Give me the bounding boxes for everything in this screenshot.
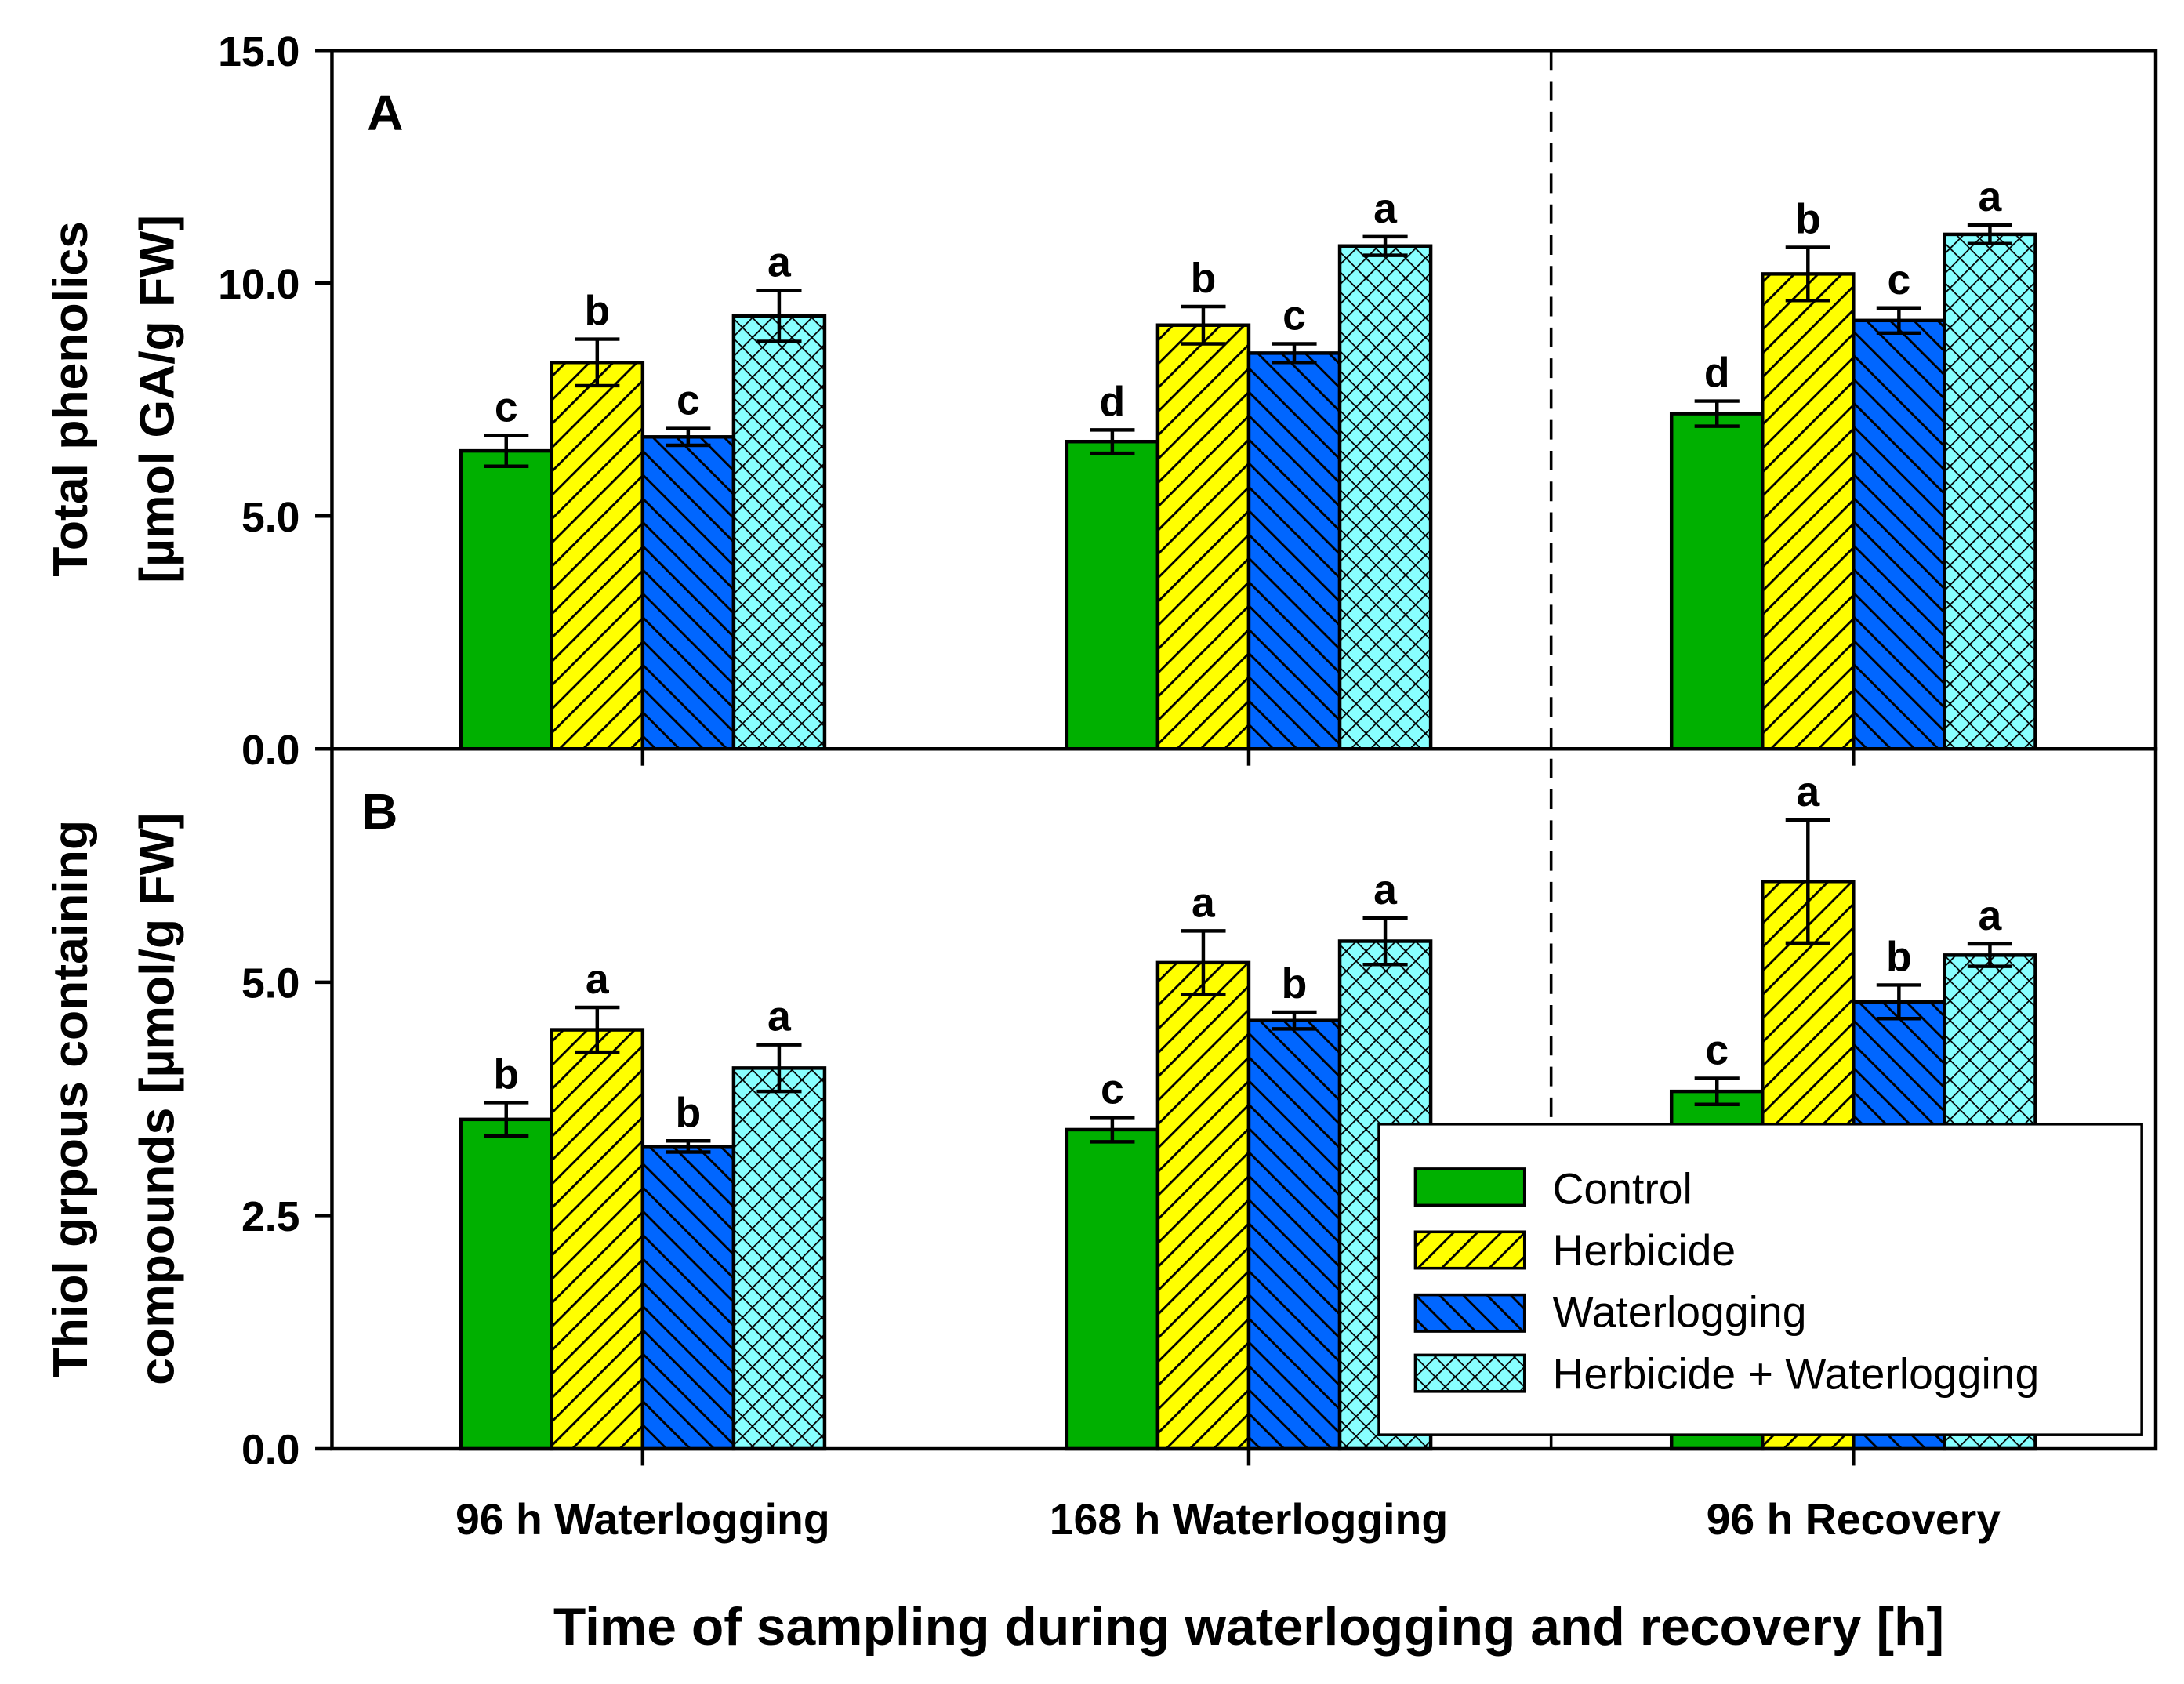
- significance-letter: d: [1704, 350, 1730, 397]
- bar: [1761, 272, 1856, 751]
- significance-letter: a: [1373, 186, 1398, 232]
- axes-layer: 0.0 5.0 10.0 15.0 0.0 2.5 5.0 96 h Waterlogging…: [218, 29, 2001, 1544]
- panel-label-b: B: [361, 783, 397, 840]
- plot-frame-b: [330, 747, 2158, 1451]
- significance-letter: b: [1282, 961, 1308, 1007]
- y-tick-label: 0.0: [241, 1428, 299, 1474]
- significance-letter: b: [1795, 197, 1821, 243]
- significance-letter: a: [1796, 769, 1820, 815]
- y-axis-label-b-line1: Thiol grpous containing: [43, 820, 98, 1378]
- y-tick-label: 5.0: [241, 960, 299, 1007]
- bar: [1155, 960, 1251, 1451]
- legend-label-herbicide-waterlogging: Herbicide + Waterlogging: [1552, 1349, 2039, 1398]
- significance-letter: b: [584, 289, 610, 335]
- bar: [640, 435, 736, 751]
- y-axis-label-a-line1: Total phenolics: [43, 221, 98, 577]
- significance-letter: b: [1191, 256, 1217, 302]
- x-axis-label: Time of sampling during waterlogging and…: [553, 1598, 1944, 1657]
- bar: [731, 314, 827, 751]
- bar: [550, 361, 645, 751]
- significance-letter: a: [586, 956, 610, 1003]
- bar: [1155, 323, 1251, 751]
- bar: [1246, 351, 1342, 751]
- significance-letter: c: [1282, 293, 1306, 339]
- legend-swatch-herbicide: [1413, 1230, 1526, 1270]
- y-tick-label: 5.0: [241, 495, 299, 541]
- x-tick-label: 168 h Waterlogging: [1050, 1495, 1448, 1544]
- x-tick-label: 96 h Recovery: [1707, 1495, 2001, 1544]
- legend-label-waterlogging: Waterlogging: [1552, 1288, 1806, 1337]
- significance-letter: c: [495, 385, 518, 431]
- y-tick-label: 2.5: [241, 1194, 299, 1240]
- significance-letter: b: [493, 1052, 519, 1098]
- significance-letter: a: [1192, 880, 1216, 927]
- y-tick-label: 15.0: [218, 29, 299, 75]
- significance-letter: c: [1101, 1067, 1124, 1113]
- bar: [640, 1145, 736, 1451]
- bar: [459, 448, 554, 751]
- y-axis-label-a-line2: [µmol GA/g FW]: [130, 215, 185, 583]
- significance-letter: d: [1100, 379, 1126, 426]
- legend-label-herbicide: Herbicide: [1552, 1226, 1736, 1275]
- bar: [731, 1066, 827, 1451]
- significance-letter: a: [1979, 893, 2003, 939]
- significance-letter: a: [1979, 174, 2003, 220]
- legend-swatch-waterlogging: [1413, 1293, 1526, 1333]
- significance-letter: a: [1373, 867, 1398, 913]
- y-tick-label: 0.0: [241, 728, 299, 774]
- bar: [1669, 412, 1765, 751]
- legend: Control Herbicide Waterlogging Herbicide…: [1377, 1123, 2143, 1436]
- bar: [550, 1028, 645, 1451]
- significance-letter: c: [677, 378, 700, 424]
- x-tick-label: 96 h Waterlogging: [455, 1495, 830, 1544]
- significance-letter: c: [1705, 1028, 1729, 1074]
- legend-swatch-control: [1413, 1167, 1526, 1207]
- y-tick-label: 10.0: [218, 262, 299, 308]
- bar: [1246, 1018, 1342, 1451]
- bar: [1065, 1127, 1160, 1451]
- significance-letter: c: [1887, 257, 1910, 303]
- bar: [459, 1117, 554, 1451]
- bar: [1943, 232, 2037, 751]
- bar: [1337, 244, 1433, 751]
- significance-letter: b: [676, 1090, 702, 1136]
- y-axis-label-b-line2: compounds [µmol/g FW]: [130, 813, 185, 1385]
- significance-letter: b: [1886, 935, 1912, 981]
- panel-label-a: A: [367, 85, 403, 141]
- bar: [1065, 439, 1160, 751]
- legend-label-control: Control: [1552, 1165, 1692, 1214]
- significance-letter: a: [767, 239, 792, 285]
- bar: [1852, 318, 1946, 751]
- significance-letter: a: [767, 994, 792, 1040]
- legend-swatch-herbicide-waterlogging: [1413, 1353, 1526, 1393]
